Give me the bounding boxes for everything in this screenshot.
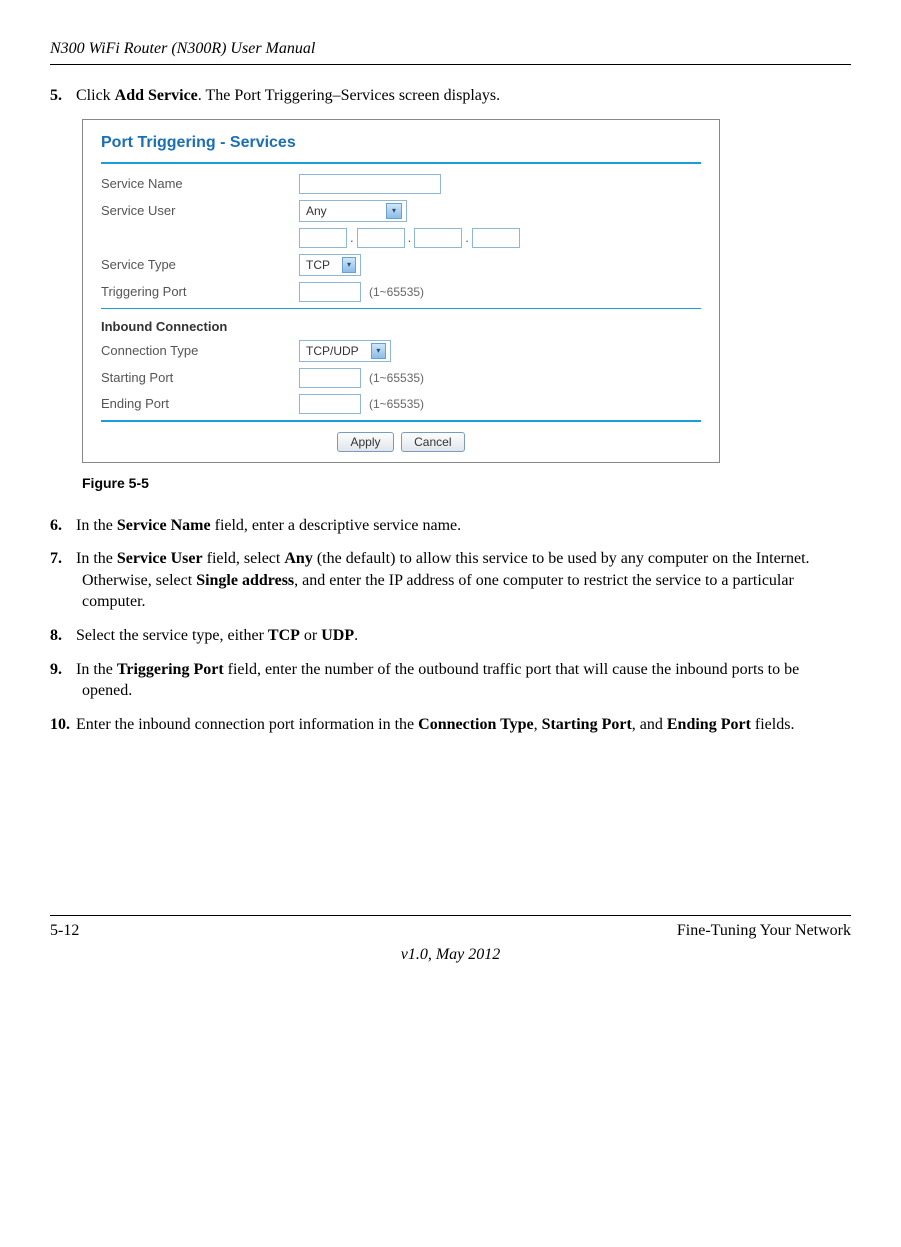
select-service-type[interactable]: TCP ▾ bbox=[299, 254, 361, 276]
text: , bbox=[534, 716, 542, 733]
version-text: v1.0, May 2012 bbox=[50, 946, 851, 964]
screenshot-title: Port Triggering - Services bbox=[101, 134, 701, 152]
page-footer: 5-12 Fine-Tuning Your Network v1.0, May … bbox=[50, 915, 851, 964]
text: field, select bbox=[203, 550, 285, 567]
text: Select the service type, either bbox=[76, 627, 268, 644]
input-service-name[interactable] bbox=[299, 174, 441, 194]
text: or bbox=[300, 627, 321, 644]
step-number: 9. bbox=[50, 659, 76, 681]
ip-octet-4[interactable] bbox=[472, 228, 520, 248]
instruction-list: 5.Click Add Service. The Port Triggering… bbox=[50, 85, 851, 107]
select-service-user[interactable]: Any ▾ bbox=[299, 200, 407, 222]
label-end-port: Ending Port bbox=[101, 396, 291, 411]
text: field, enter a descriptive service name. bbox=[211, 517, 462, 534]
step-number: 10. bbox=[50, 714, 76, 736]
label-service-user: Service User bbox=[101, 203, 291, 218]
ip-octet-1[interactable] bbox=[299, 228, 347, 248]
range-hint: (1~65535) bbox=[369, 371, 424, 385]
step-6: 6.In the Service Name field, enter a des… bbox=[50, 515, 851, 537]
row-start-port: Starting Port (1~65535) bbox=[101, 368, 701, 388]
step-number: 7. bbox=[50, 548, 76, 570]
screenshot-rule-2 bbox=[101, 308, 701, 309]
manual-title: N300 WiFi Router (N300R) User Manual bbox=[50, 40, 851, 58]
row-service-user: Service User Any ▾ bbox=[101, 200, 701, 222]
label-service-type: Service Type bbox=[101, 257, 291, 272]
range-hint: (1~65535) bbox=[369, 285, 424, 299]
ip-input-group: . . . bbox=[299, 228, 520, 248]
button-row: Apply Cancel bbox=[101, 432, 701, 452]
text: . The Port Triggering–Services screen di… bbox=[198, 87, 500, 104]
step-5: 5.Click Add Service. The Port Triggering… bbox=[50, 85, 851, 107]
row-conn-type: Connection Type TCP/UDP ▾ bbox=[101, 340, 701, 362]
step-number: 6. bbox=[50, 515, 76, 537]
page-number: 5-12 bbox=[50, 922, 79, 940]
step-9: 9.In the Triggering Port field, enter th… bbox=[50, 659, 851, 702]
footer-rule bbox=[50, 915, 851, 916]
input-start-port[interactable] bbox=[299, 368, 361, 388]
bold-triggering-port: Triggering Port bbox=[117, 661, 224, 678]
text: In the bbox=[76, 517, 117, 534]
step-10: 10.Enter the inbound connection port inf… bbox=[50, 714, 851, 736]
step-7: 7.In the Service User field, select Any … bbox=[50, 548, 851, 613]
page-header: N300 WiFi Router (N300R) User Manual bbox=[50, 40, 851, 65]
range-hint: (1~65535) bbox=[369, 397, 424, 411]
bold-any: Any bbox=[284, 550, 312, 567]
bold-udp: UDP bbox=[321, 627, 354, 644]
chevron-down-icon: ▾ bbox=[342, 257, 356, 273]
label-conn-type: Connection Type bbox=[101, 343, 291, 358]
row-service-type: Service Type TCP ▾ bbox=[101, 254, 701, 276]
footer-row: 5-12 Fine-Tuning Your Network bbox=[50, 922, 851, 940]
chevron-down-icon: ▾ bbox=[386, 203, 402, 219]
bold-end-port: Ending Port bbox=[667, 716, 751, 733]
figure-caption: Figure 5-5 bbox=[82, 475, 851, 491]
apply-button[interactable]: Apply bbox=[337, 432, 393, 452]
text: Click bbox=[76, 87, 115, 104]
input-triggering-port[interactable] bbox=[299, 282, 361, 302]
cancel-button[interactable]: Cancel bbox=[401, 432, 464, 452]
label-service-name: Service Name bbox=[101, 176, 291, 191]
row-service-name: Service Name bbox=[101, 174, 701, 194]
ip-octet-3[interactable] bbox=[414, 228, 462, 248]
ip-octet-2[interactable] bbox=[357, 228, 405, 248]
screenshot-rule bbox=[101, 162, 701, 164]
bold-service-name: Service Name bbox=[117, 517, 211, 534]
select-value: Any bbox=[306, 204, 327, 218]
select-conn-type[interactable]: TCP/UDP ▾ bbox=[299, 340, 391, 362]
label-triggering-port: Triggering Port bbox=[101, 284, 291, 299]
screenshot-rule-3 bbox=[101, 420, 701, 422]
select-value: TCP bbox=[306, 258, 330, 272]
row-triggering-port: Triggering Port (1~65535) bbox=[101, 282, 701, 302]
section-title: Fine-Tuning Your Network bbox=[677, 922, 851, 940]
bold-start-port: Starting Port bbox=[542, 716, 632, 733]
step-number: 5. bbox=[50, 85, 76, 107]
bold-conn-type: Connection Type bbox=[418, 716, 533, 733]
instruction-list-cont: 6.In the Service Name field, enter a des… bbox=[50, 515, 851, 736]
screenshot-port-triggering: Port Triggering - Services Service Name … bbox=[82, 119, 720, 463]
text: In the bbox=[76, 661, 117, 678]
bold-tcp: TCP bbox=[268, 627, 300, 644]
text: Enter the inbound connection port inform… bbox=[76, 716, 418, 733]
bold-single-address: Single address bbox=[196, 572, 294, 589]
inbound-heading: Inbound Connection bbox=[101, 319, 701, 334]
row-end-port: Ending Port (1~65535) bbox=[101, 394, 701, 414]
step-number: 8. bbox=[50, 625, 76, 647]
text: In the bbox=[76, 550, 117, 567]
label-start-port: Starting Port bbox=[101, 370, 291, 385]
row-ip-address: . . . bbox=[101, 228, 701, 248]
text: fields. bbox=[751, 716, 795, 733]
bold-add-service: Add Service bbox=[115, 87, 198, 104]
text: . bbox=[354, 627, 358, 644]
bold-service-user: Service User bbox=[117, 550, 203, 567]
header-rule bbox=[50, 64, 851, 65]
select-value: TCP/UDP bbox=[306, 344, 359, 358]
chevron-down-icon: ▾ bbox=[371, 343, 386, 359]
input-end-port[interactable] bbox=[299, 394, 361, 414]
text: , and bbox=[632, 716, 667, 733]
step-8: 8.Select the service type, either TCP or… bbox=[50, 625, 851, 647]
